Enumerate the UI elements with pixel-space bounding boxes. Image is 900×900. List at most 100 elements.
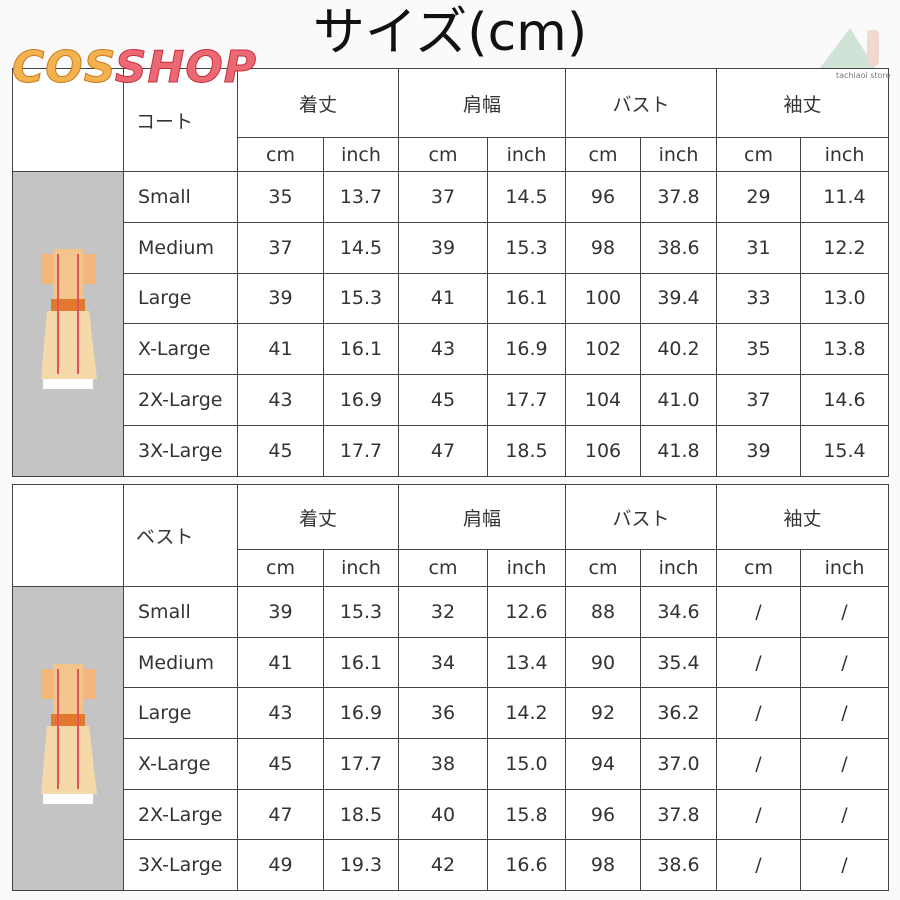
unit-header: inch [640,137,717,172]
unit-header: cm [716,137,801,172]
value-cell: 14.5 [487,171,566,223]
value-cell: 16.1 [323,636,399,689]
value-cell: 14.2 [487,687,566,740]
table-row: 3X-Large 49 19.3 42 16.6 98 38.6// [13,839,889,892]
value-cell: 37 [716,374,801,426]
blank-cell [12,484,124,587]
value-cell: 18.5 [487,424,566,477]
table-row: 2X-Large 47 18.5 40 15.8 96 37.8// [13,788,889,841]
value-cell: 47 [398,424,488,477]
value-cell: 39 [237,586,324,638]
logo-part-shop: SHOP [114,42,257,94]
value-cell: / [716,636,801,689]
value-cell: 96 [565,788,641,841]
value-cell: 35 [716,323,801,376]
value-cell: 41.0 [640,374,717,426]
value-cell: 38 [398,738,488,790]
watermark-text: tachiaoi store [836,71,891,80]
value-cell: 16.9 [323,687,399,740]
column-header: 肩幅 [398,68,566,138]
value-cell: / [800,586,889,638]
column-header: 着丈 [237,68,399,138]
table-row: Medium 41 16.1 34 13.4 90 35.4// [13,636,889,689]
value-cell: 13.4 [487,636,566,689]
value-cell: 40 [398,788,488,841]
value-cell: 41.8 [640,424,717,477]
unit-header: cm [565,137,641,172]
value-cell: / [800,788,889,841]
size-label: Small [123,171,238,223]
value-cell: 32 [398,586,488,638]
cosshop-logo: COSSHOP [12,42,257,94]
garment-type: ベスト [123,484,238,587]
column-header: 袖丈 [716,68,889,138]
table-row: 3X-Large 45 17.7 47 18.5 106 41.8 39 15.4 [13,424,889,477]
logo-part-cos: COS [12,42,115,94]
value-cell: / [716,839,801,892]
value-cell: 39.4 [640,272,717,325]
value-cell: 13.7 [323,171,399,223]
value-cell: 17.7 [323,424,399,477]
value-cell: 16.9 [487,323,566,376]
value-cell: 40.2 [640,323,717,376]
table-row: Large 39 15.3 41 16.1 100 39.4 33 13.0 [13,272,889,325]
value-cell: 42 [398,839,488,892]
unit-header: inch [800,549,889,587]
value-cell: 37.8 [640,171,717,223]
value-cell: 43 [237,687,324,740]
unit-header: cm [398,137,488,172]
table-row: Small 35 13.7 37 14.5 96 37.8 29 11.4 [12,171,889,477]
value-cell: 13.8 [800,323,889,376]
column-header: 袖丈 [716,484,889,550]
value-cell: 11.4 [800,171,889,223]
value-cell: 38.6 [640,221,717,274]
value-cell: / [716,586,801,638]
value-cell: 45 [237,738,324,790]
value-cell: 39 [716,424,801,477]
value-cell: 12.2 [800,221,889,274]
value-cell: 100 [565,272,641,325]
unit-header: inch [640,549,717,587]
value-cell: 39 [398,221,488,274]
unit-header: inch [323,549,399,587]
size-label: X-Large [123,738,238,790]
value-cell: 37 [398,171,488,223]
size-label: Medium [123,221,238,274]
value-cell: / [716,738,801,790]
value-cell: 36 [398,687,488,740]
value-cell: 45 [237,424,324,477]
value-cell: 35 [237,171,324,223]
value-cell: 33 [716,272,801,325]
value-cell: / [716,788,801,841]
page-title: サイズ(cm) [312,3,588,63]
value-cell: 14.5 [323,221,399,274]
table-row: X-Large 41 16.1 43 16.9 102 40.2 35 13.8 [13,323,889,376]
value-cell: 36.2 [640,687,717,740]
unit-header: cm [716,549,801,587]
value-cell: 41 [237,636,324,689]
value-cell: / [800,738,889,790]
value-cell: 90 [565,636,641,689]
value-cell: 18.5 [323,788,399,841]
value-cell: 14.6 [800,374,889,426]
value-cell: / [800,839,889,892]
unit-header: cm [237,549,324,587]
size-label: Medium [123,636,238,689]
value-cell: 15.4 [800,424,889,477]
value-cell: 106 [565,424,641,477]
unit-header: cm [237,137,324,172]
costume-image [41,248,97,389]
table-row: Large 43 16.9 36 14.2 92 36.2// [13,687,889,740]
column-header: 肩幅 [398,484,566,550]
size-label: Large [123,272,238,325]
value-cell: 43 [398,323,488,376]
value-cell: 34.6 [640,586,717,638]
value-cell: 47 [237,788,324,841]
value-cell: 19.3 [323,839,399,892]
value-cell: 45 [398,374,488,426]
table-row: 2X-Large 43 16.9 45 17.7 104 41.0 37 14.6 [13,374,889,426]
value-cell: 104 [565,374,641,426]
table-row: Medium 37 14.5 39 15.3 98 38.6 31 12.2 [13,221,889,274]
column-header: バスト [565,484,717,550]
value-cell: 102 [565,323,641,376]
